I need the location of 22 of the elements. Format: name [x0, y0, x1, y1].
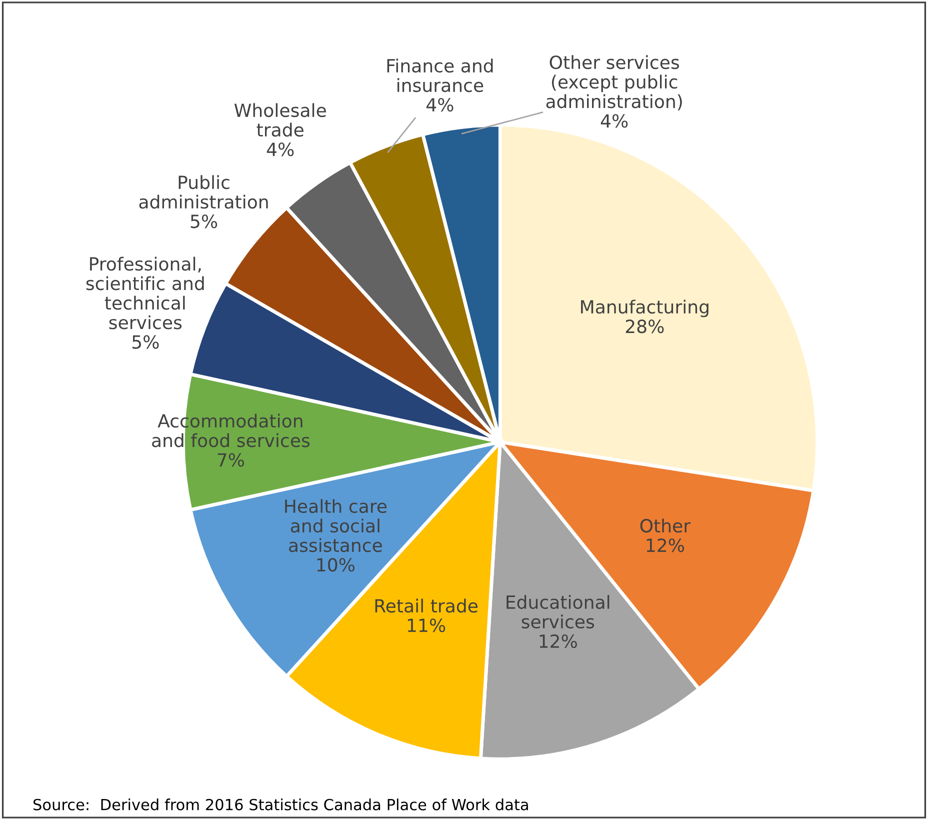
source-note: Source: Derived from 2016 Statistics Canada Place of Work data: [33, 798, 528, 810]
slice-label: Health care and social assistance: [285, 499, 387, 552]
slice-label: Professional, scientific and technical services: [86, 256, 204, 330]
data-label: 12%: [540, 634, 577, 648]
slice-label: Retail trade: [375, 598, 478, 613]
data-label: 5%: [190, 214, 218, 228]
data-label: 7%: [218, 453, 244, 467]
slice-label: Other services (except public administration): [546, 55, 682, 110]
data-label: 10%: [317, 558, 355, 572]
data-label: 11%: [408, 618, 446, 632]
slice-label: Other: [640, 518, 691, 533]
data-label: 5%: [132, 335, 159, 349]
data-label: 4%: [266, 142, 294, 156]
slice-label: Finance and insurance: [387, 58, 493, 92]
data-label: 4%: [426, 98, 454, 112]
data-label: 12%: [646, 538, 684, 552]
slice-label: Wholesale trade: [234, 103, 326, 137]
data-label: 28%: [626, 320, 664, 334]
slice-label: Public administration: [139, 175, 268, 209]
data-label: 4%: [600, 114, 628, 128]
slice-label: Educational services: [506, 595, 610, 629]
slice-label: Manufacturing: [581, 300, 708, 318]
